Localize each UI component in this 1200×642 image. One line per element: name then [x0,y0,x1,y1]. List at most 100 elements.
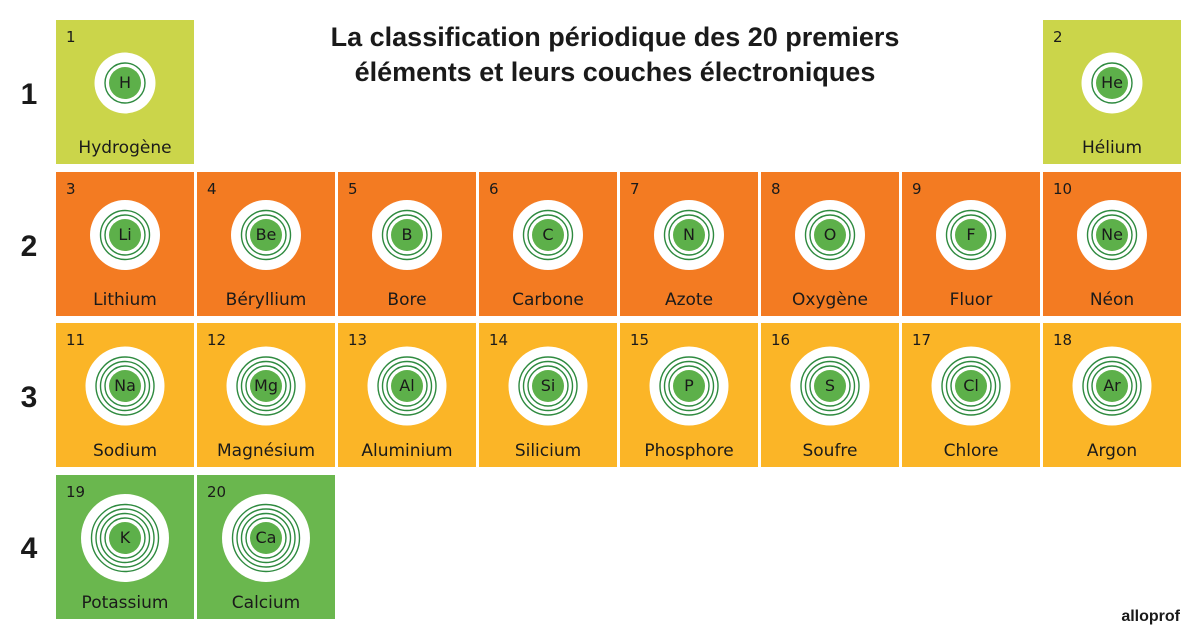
element-name: Carbone [512,290,584,310]
element-name: Argon [1086,441,1138,461]
atomic-number: 12 [207,331,227,349]
element-name: Silicium [514,441,582,461]
element-cell-li: 3 Li Lithium [56,172,194,316]
atomic-number: 3 [66,180,76,198]
electron-shell-3 [659,356,719,416]
atom-model: S [790,346,870,426]
electron-shell-2 [99,209,151,261]
element-name: Fluor [949,290,993,310]
electron-shell-1 [668,214,710,256]
atomic-number: 14 [489,331,509,349]
element-symbol: Be [255,225,277,244]
atom-model: Ne [1077,200,1147,270]
electron-shell-2 [99,360,151,412]
atom-model: Si [508,346,588,426]
electron-shell-1 [104,517,146,559]
element-cell-b: 5 B Bore [338,172,476,316]
electron-shell-1 [1091,62,1133,104]
nucleus [955,219,987,251]
nucleus [532,370,564,402]
electron-shell-3 [1082,356,1142,416]
electron-shells [931,346,1011,426]
atom-model: C [513,200,583,270]
electron-shells [85,346,165,426]
electron-shell-2 [522,209,574,261]
element-name: Néon [1089,290,1135,310]
electron-shells [1077,200,1147,270]
atomic-number: 10 [1053,180,1073,198]
atomic-number: 9 [912,180,922,198]
electron-shells [649,346,729,426]
element-name: Sodium [92,441,158,461]
electron-shell-1 [950,214,992,256]
element-symbol: Li [118,225,132,244]
electron-shell-1 [527,214,569,256]
element-symbol: N [683,225,695,244]
atomic-number: 17 [912,331,932,349]
element-symbol: H [118,73,132,92]
atomic-number: 1 [66,28,76,46]
element-cell-o: 8 O Oxygène [761,172,899,316]
atom-model: B [372,200,442,270]
electron-shell-1 [245,365,287,407]
nucleus [532,219,564,251]
electron-shell-1 [668,365,710,407]
electron-shell-2 [1086,360,1138,412]
atom-model: Na [85,346,165,426]
element-name: Azote [664,290,714,310]
electron-shell-1 [527,365,569,407]
element-name: Hélium [1081,138,1143,158]
title-line-2: éléments et leurs couches électroniques [354,57,876,87]
element-cell-h: 1 H Hydrogène [56,20,194,164]
electron-shell-3 [95,356,155,416]
element-name: Hydrogène [78,138,172,158]
element-name: Calcium [231,593,301,613]
element-cell-f: 9 F Fluor [902,172,1040,316]
element-name: Lithium [93,290,157,310]
element-symbol: Cl [963,376,979,395]
nucleus [109,219,141,251]
electron-shells [226,346,306,426]
nucleus [109,370,141,402]
nucleus [250,522,282,554]
electron-shell-2 [381,360,433,412]
electron-shell-1 [104,365,146,407]
element-symbol: K [119,528,131,547]
atomic-number: 13 [348,331,368,349]
atom-model: Mg [226,346,306,426]
element-cell-c: 6 C Carbone [479,172,617,316]
atomic-number: 15 [630,331,650,349]
atom-model: N [654,200,724,270]
element-symbol: Ne [1101,225,1123,244]
electron-shell-2 [945,360,997,412]
element-name: Oxygène [792,290,868,310]
period-label-4: 4 [20,532,38,565]
period-label-2: 2 [20,230,38,263]
electron-shell-1 [104,62,146,104]
element-cell-si: 14 Si Silicium [479,323,617,467]
element-symbol: He [1101,73,1123,92]
electron-shells [81,494,169,582]
element-cell-p: 15 P Phosphore [620,323,758,467]
electron-shells [222,494,310,582]
electron-shell-2 [240,360,292,412]
element-name: Potassium [81,593,169,613]
electron-shell-3 [800,356,860,416]
electron-shell-1 [1091,365,1133,407]
element-symbol: S [824,376,836,395]
element-symbol: Ar [1103,376,1121,395]
atom-model: Ar [1072,346,1152,426]
electron-shells [1072,346,1152,426]
nucleus [673,219,705,251]
electron-shell-2 [240,209,292,261]
electron-shell-3 [377,356,437,416]
electron-shells [90,200,160,270]
electron-shells [508,346,588,426]
nucleus [109,522,141,554]
element-cell-ne: 10 Ne Néon [1043,172,1181,316]
electron-shell-1 [386,214,428,256]
element-cell-n: 7 N Azote [620,172,758,316]
atomic-number: 6 [489,180,499,198]
electron-shell-2 [240,512,292,564]
electron-shell-2 [663,209,715,261]
